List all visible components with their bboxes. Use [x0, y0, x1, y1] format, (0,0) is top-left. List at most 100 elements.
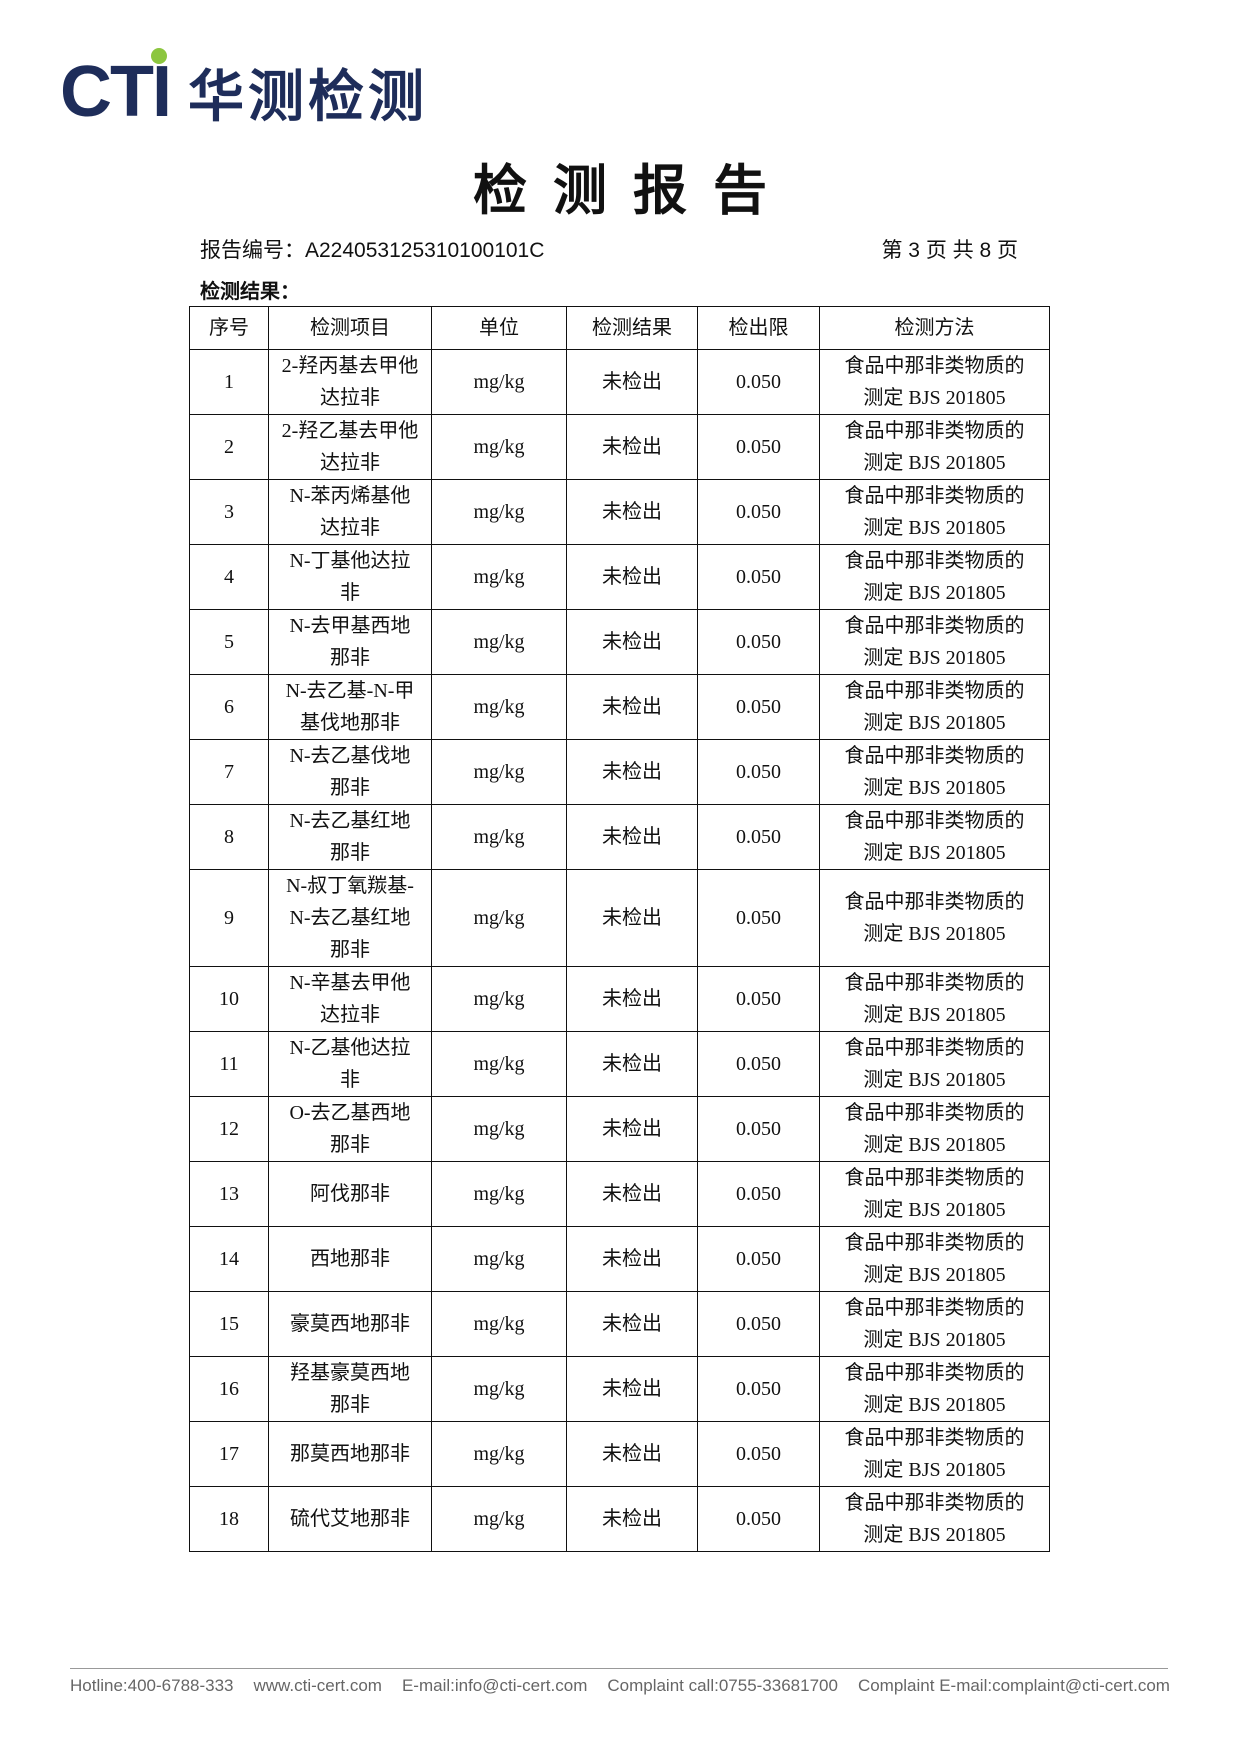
detection-limit: 0.050 — [697, 966, 820, 1032]
result: 未检出 — [566, 479, 698, 545]
table-row: 4 N-丁基他达拉非 mg/kg 未检出 0.050 食品中那非类物质的测定 BJS 20… — [189, 544, 1050, 610]
test-item: N-丁基他达拉非 — [268, 544, 432, 610]
test-item: 豪莫西地那非 — [268, 1291, 432, 1357]
footer-item: Complaint call:0755-33681700 — [607, 1676, 838, 1695]
result: 未检出 — [566, 609, 698, 675]
column-header: 检出限 — [697, 306, 820, 350]
unit: mg/kg — [431, 544, 567, 610]
table-row: 9 N-叔丁氧羰基-N-去乙基红地那非 mg/kg 未检出 0.050 食品中那非类物质的… — [189, 869, 1050, 967]
row-number: 2 — [189, 414, 269, 480]
report-title: 检测报告 — [473, 161, 793, 221]
results-table: 序号 检测项目 单位 检测结果 检出限 检测方法 1 2-羟丙基去甲他达拉非 mg/kg 未检出… — [189, 306, 1050, 1552]
detection-limit: 0.050 — [697, 349, 820, 415]
row-number: 6 — [189, 674, 269, 740]
result: 未检出 — [566, 804, 698, 870]
result: 未检出 — [566, 1486, 698, 1552]
row-number: 11 — [189, 1031, 269, 1097]
result: 未检出 — [566, 1356, 698, 1422]
test-method: 食品中那非类物质的测定 BJS 201805 — [819, 1356, 1050, 1422]
test-item: N-去甲基西地那非 — [268, 609, 432, 675]
logo: CTI 华测检测 — [60, 48, 428, 132]
test-item: N-去乙基伐地那非 — [268, 739, 432, 805]
unit: mg/kg — [431, 804, 567, 870]
unit: mg/kg — [431, 1096, 567, 1162]
table-row: 7 N-去乙基伐地那非 mg/kg 未检出 0.050 食品中那非类物质的测定 BJS 2… — [189, 739, 1050, 805]
result: 未检出 — [566, 966, 698, 1032]
footer-item: Hotline:400-6788-333 — [70, 1676, 234, 1695]
test-method: 食品中那非类物质的测定 BJS 201805 — [819, 739, 1050, 805]
table-row: 3 N-苯丙烯基他达拉非 mg/kg 未检出 0.050 食品中那非类物质的测定 BJS … — [189, 479, 1050, 545]
footer-item: Complaint E-mail:complaint@cti-cert.com — [857, 1676, 1170, 1695]
column-header: 单位 — [431, 306, 567, 350]
test-method: 食品中那非类物质的测定 BJS 201805 — [819, 1031, 1050, 1097]
unit: mg/kg — [431, 1031, 567, 1097]
report-number: 报告编号：A224053125310100101C — [200, 234, 544, 264]
row-number: 14 — [189, 1226, 269, 1292]
table-row: 13 阿伐那非 mg/kg 未检出 0.050 食品中那非类物质的测定 BJS 20180… — [189, 1161, 1050, 1227]
test-item: 那莫西地那非 — [268, 1421, 432, 1487]
test-item: 2-羟丙基去甲他达拉非 — [268, 349, 432, 415]
table-row: 1 2-羟丙基去甲他达拉非 mg/kg 未检出 0.050 食品中那非类物质的测定 BJS… — [189, 349, 1050, 415]
result: 未检出 — [566, 544, 698, 610]
result: 未检出 — [566, 739, 698, 805]
row-number: 1 — [189, 349, 269, 415]
detection-limit: 0.050 — [697, 674, 820, 740]
table-row: 17 那莫西地那非 mg/kg 未检出 0.050 食品中那非类物质的测定 BJS 201… — [189, 1421, 1050, 1487]
table-row: 16 羟基豪莫西地那非 mg/kg 未检出 0.050 食品中那非类物质的测定 BJS 2… — [189, 1356, 1050, 1422]
result: 未检出 — [566, 1031, 698, 1097]
test-method: 食品中那非类物质的测定 BJS 201805 — [819, 349, 1050, 415]
table-row: 18 硫代艾地那非 mg/kg 未检出 0.050 食品中那非类物质的测定 BJS 201… — [189, 1486, 1050, 1552]
result: 未检出 — [566, 674, 698, 740]
table-row: 12 O-去乙基西地那非 mg/kg 未检出 0.050 食品中那非类物质的测定 BJS … — [189, 1096, 1050, 1162]
report-meta: 报告编号：A224053125310100101C 第 3 页 共 8 页 — [200, 234, 1018, 264]
unit: mg/kg — [431, 1161, 567, 1227]
test-item: 2-羟乙基去甲他达拉非 — [268, 414, 432, 480]
unit: mg/kg — [431, 1226, 567, 1292]
table-row: 5 N-去甲基西地那非 mg/kg 未检出 0.050 食品中那非类物质的测定 BJS 2… — [189, 609, 1050, 675]
detection-limit: 0.050 — [697, 1226, 820, 1292]
test-item: N-乙基他达拉非 — [268, 1031, 432, 1097]
test-method: 食品中那非类物质的测定 BJS 201805 — [819, 966, 1050, 1032]
row-number: 4 — [189, 544, 269, 610]
unit: mg/kg — [431, 1486, 567, 1552]
report-number-label: 报告编号： — [200, 239, 305, 262]
table-body: 1 2-羟丙基去甲他达拉非 mg/kg 未检出 0.050 食品中那非类物质的测定 BJS… — [189, 349, 1050, 1552]
row-number: 9 — [189, 869, 269, 967]
unit: mg/kg — [431, 349, 567, 415]
table-row: 2 2-羟乙基去甲他达拉非 mg/kg 未检出 0.050 食品中那非类物质的测定 BJS… — [189, 414, 1050, 480]
test-method: 食品中那非类物质的测定 BJS 201805 — [819, 1486, 1050, 1552]
table-row: 6 N-去乙基-N-甲基伐地那非 mg/kg 未检出 0.050 食品中那非类物质的测定 … — [189, 674, 1050, 740]
test-method: 食品中那非类物质的测定 BJS 201805 — [819, 414, 1050, 480]
test-method: 食品中那非类物质的测定 BJS 201805 — [819, 1161, 1050, 1227]
result: 未检出 — [566, 1421, 698, 1487]
detection-limit: 0.050 — [697, 804, 820, 870]
detection-limit: 0.050 — [697, 479, 820, 545]
column-header: 序号 — [189, 306, 269, 350]
detection-limit: 0.050 — [697, 869, 820, 967]
column-header: 检测项目 — [268, 306, 432, 350]
test-method: 食品中那非类物质的测定 BJS 201805 — [819, 674, 1050, 740]
footer-line — [70, 1668, 1168, 1669]
unit: mg/kg — [431, 1421, 567, 1487]
row-number: 15 — [189, 1291, 269, 1357]
page-info: 第 3 页 共 8 页 — [881, 239, 1018, 262]
logo-mark: CTI — [60, 52, 172, 132]
detection-limit: 0.050 — [697, 1356, 820, 1422]
test-item: N-去乙基-N-甲基伐地那非 — [268, 674, 432, 740]
test-method: 食品中那非类物质的测定 BJS 201805 — [819, 869, 1050, 967]
row-number: 5 — [189, 609, 269, 675]
result: 未检出 — [566, 1291, 698, 1357]
footer: Hotline:400-6788-333 www.cti-cert.com E-ma… — [70, 1676, 1170, 1696]
logo-text: 华测检测 — [187, 64, 428, 130]
test-item: 阿伐那非 — [268, 1161, 432, 1227]
footer-item: www.cti-cert.com — [253, 1676, 382, 1695]
test-item: 硫代艾地那非 — [268, 1486, 432, 1552]
column-header: 检测方法 — [819, 306, 1050, 350]
test-method: 食品中那非类物质的测定 BJS 201805 — [819, 609, 1050, 675]
unit: mg/kg — [431, 869, 567, 967]
row-number: 8 — [189, 804, 269, 870]
result: 未检出 — [566, 414, 698, 480]
logo-dot — [151, 48, 167, 64]
test-item: N-辛基去甲他达拉非 — [268, 966, 432, 1032]
